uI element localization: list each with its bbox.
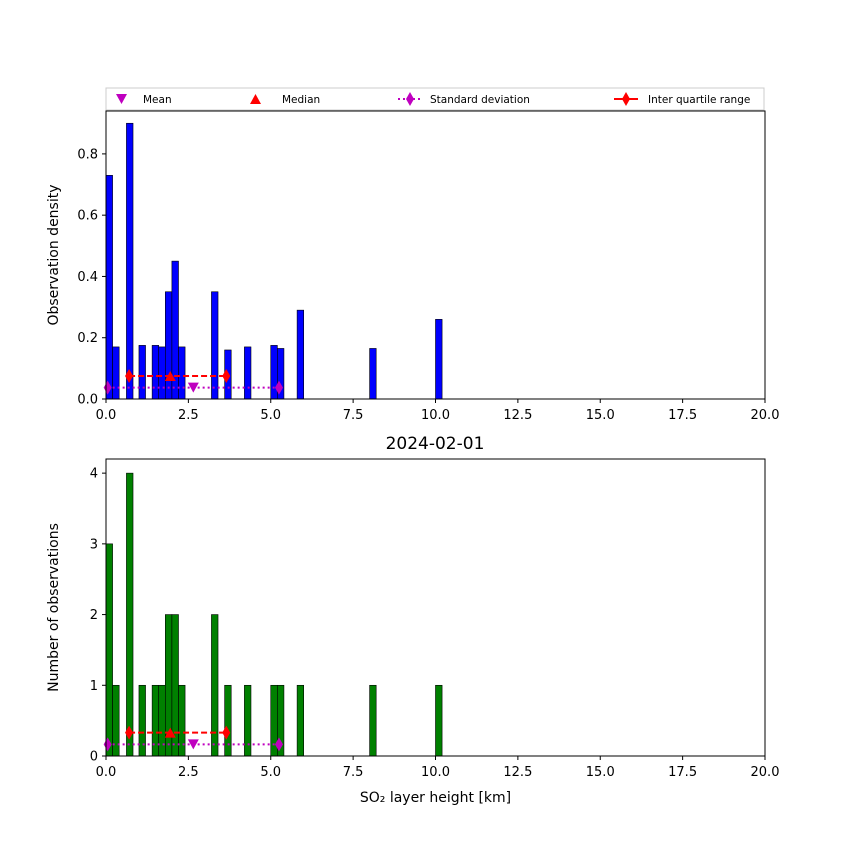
iqr-diamond [125, 725, 134, 740]
bar [126, 472, 134, 757]
bar [151, 345, 160, 400]
bar [369, 684, 377, 757]
bar [112, 346, 120, 400]
std-diamond-icon [406, 92, 414, 106]
x-tick-label: 7.5 [343, 765, 364, 780]
legend-entry-mean: Mean [116, 94, 172, 106]
bar [296, 684, 304, 757]
y-tick-label: 0.6 [77, 209, 98, 224]
y-tick-label: 0.8 [77, 147, 98, 162]
bar [165, 291, 173, 400]
bar [296, 309, 304, 400]
y-tick-label: 0.0 [77, 393, 98, 408]
bar [105, 175, 113, 400]
legend-label-mean: Mean [143, 94, 172, 106]
x-tick-label: 17.5 [668, 765, 697, 780]
std-diamond [274, 737, 283, 752]
x-tick-label: 20.0 [751, 408, 780, 423]
bottom-panel: 0.0 2.5 5.0 7.5 10.0 12.5 15.0 17.5 20.0 0 1 2 3 4 Num… [46, 458, 780, 806]
iqr-diamond [125, 369, 134, 384]
bar [158, 684, 166, 757]
top-panel: 0.0 2.5 5.0 7.5 10.0 12.5 15.0 17.5 20.0 0.0 0.2 0.… [46, 110, 780, 423]
legend-label-std: Standard deviation [430, 94, 530, 106]
bar [178, 684, 186, 757]
legend-entry-median: Median [250, 94, 320, 106]
y-tick-label: 0.2 [77, 331, 98, 346]
x-tick-label: 5.0 [260, 765, 281, 780]
bar [126, 122, 134, 400]
x-tick-label: 15.0 [586, 765, 615, 780]
mean-marker [187, 739, 199, 750]
bar [151, 684, 160, 757]
x-tick-label: 20.0 [751, 765, 780, 780]
x-tick-label: 15.0 [586, 408, 615, 423]
figure-title: 2024-02-01 [386, 434, 485, 454]
x-axis-label: SO₂ layer height [km] [360, 790, 511, 806]
y-tick-label: 4 [90, 467, 98, 482]
bar [178, 346, 186, 400]
bar [211, 291, 219, 400]
y-axis-label: Observation density [46, 184, 62, 325]
bar [244, 684, 252, 757]
bar [112, 684, 120, 757]
x-tick-label: 12.5 [503, 765, 532, 780]
x-tick-label: 2.5 [178, 408, 199, 423]
bar [105, 543, 113, 757]
y-tick-label: 2 [90, 608, 98, 623]
x-tick-label: 12.5 [503, 408, 532, 423]
median-marker [164, 371, 176, 382]
std-diamond [274, 380, 283, 395]
y-tick-label: 1 [90, 679, 98, 694]
bar [138, 345, 146, 400]
y-tick-label: 0 [90, 750, 98, 765]
x-tick-label: 5.0 [260, 408, 281, 423]
mean-marker-icon [116, 94, 127, 104]
y-tick-label: 0.4 [77, 270, 98, 285]
x-tick-label: 0.0 [96, 765, 117, 780]
legend-entry-std: Standard deviation [398, 92, 530, 106]
iqr-diamond [222, 725, 231, 740]
y-axis-label: Number of observations [46, 523, 62, 692]
x-tick-label: 0.0 [96, 408, 117, 423]
bar [369, 348, 377, 400]
x-tick-label: 7.5 [343, 408, 364, 423]
legend-frame [105, 87, 765, 111]
median-marker-icon [250, 94, 261, 104]
legend: Mean Median Standard deviation Inter qua… [105, 87, 765, 111]
legend-label-median: Median [282, 94, 320, 106]
iqr-diamond [222, 369, 231, 384]
bar [224, 684, 232, 757]
bar [435, 684, 443, 757]
x-tick-label: 10.0 [421, 765, 450, 780]
bar [435, 319, 443, 400]
iqr-diamond-icon [622, 92, 630, 106]
y-tick-label: 3 [90, 537, 98, 552]
x-tick-label: 10.0 [421, 408, 450, 423]
bar [244, 346, 252, 400]
bar [270, 345, 278, 400]
legend-label-iqr: Inter quartile range [648, 94, 750, 106]
bar [158, 346, 166, 400]
mean-marker [187, 382, 199, 393]
bar [138, 684, 146, 757]
x-tick-label: 17.5 [668, 408, 697, 423]
x-tick-label: 2.5 [178, 765, 199, 780]
median-marker [164, 727, 176, 738]
bar [211, 614, 219, 757]
legend-entry-iqr: Inter quartile range [614, 92, 750, 106]
